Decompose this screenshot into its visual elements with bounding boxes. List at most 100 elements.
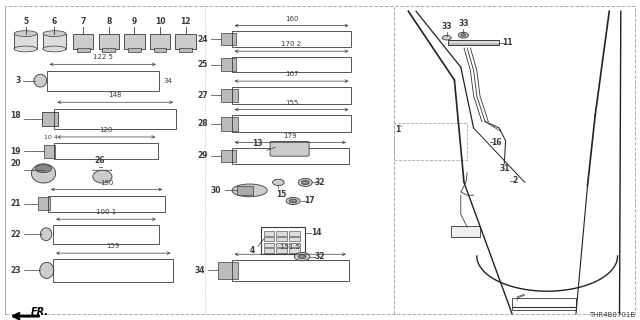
Bar [394, 123, 467, 160]
Text: 155: 155 [285, 100, 298, 106]
FancyArrowPatch shape [92, 170, 111, 171]
Text: 34: 34 [164, 78, 173, 84]
Bar [276, 248, 287, 253]
Text: FR.: FR. [31, 307, 49, 317]
Bar [218, 262, 239, 279]
Bar [221, 117, 238, 131]
Text: 33: 33 [458, 19, 468, 28]
Ellipse shape [36, 164, 52, 172]
Text: 30: 30 [211, 186, 221, 195]
Ellipse shape [232, 184, 268, 197]
Ellipse shape [40, 262, 54, 278]
Ellipse shape [298, 255, 306, 259]
Bar [54, 143, 158, 159]
Text: 15: 15 [276, 190, 287, 199]
Text: 151 5: 151 5 [280, 244, 300, 250]
Bar [264, 243, 274, 247]
Text: 120: 120 [100, 127, 113, 133]
Text: 19: 19 [11, 147, 21, 156]
Ellipse shape [298, 179, 312, 186]
FancyBboxPatch shape [270, 141, 309, 156]
Bar [48, 196, 165, 212]
Ellipse shape [458, 32, 468, 38]
Bar [448, 40, 499, 45]
Ellipse shape [273, 179, 284, 186]
Ellipse shape [14, 46, 37, 52]
Bar [47, 71, 159, 91]
Text: 7: 7 [81, 17, 86, 26]
Ellipse shape [43, 31, 66, 36]
Text: 21: 21 [11, 199, 21, 208]
Text: 122 5: 122 5 [93, 54, 113, 60]
Text: 26: 26 [95, 156, 105, 165]
Text: 150: 150 [100, 180, 113, 186]
Ellipse shape [461, 34, 466, 36]
Text: 25: 25 [198, 60, 208, 69]
Text: 11: 11 [502, 38, 513, 47]
Text: 23: 23 [11, 266, 21, 275]
Bar [232, 57, 351, 72]
Ellipse shape [31, 164, 56, 183]
Ellipse shape [14, 31, 37, 36]
Bar [276, 243, 287, 247]
Bar [99, 34, 119, 49]
Bar [232, 260, 349, 281]
Text: 33: 33 [442, 22, 452, 31]
Bar [289, 243, 300, 247]
Text: 159: 159 [107, 243, 120, 249]
Bar [232, 148, 349, 164]
Ellipse shape [286, 197, 300, 204]
Text: 32: 32 [315, 178, 325, 187]
Text: 9: 9 [132, 17, 137, 26]
Bar [43, 34, 66, 49]
Text: 34: 34 [195, 266, 205, 275]
Text: 14: 14 [311, 228, 321, 237]
Bar [289, 248, 300, 253]
Ellipse shape [442, 36, 451, 40]
Bar [42, 112, 58, 126]
Text: 28: 28 [197, 119, 208, 128]
Bar [154, 48, 166, 52]
Text: 24: 24 [198, 35, 208, 44]
Bar [38, 197, 50, 210]
Text: 4: 4 [250, 246, 255, 255]
Text: 100 1: 100 1 [96, 209, 116, 215]
Text: 10 4: 10 4 [44, 135, 57, 140]
Bar [264, 237, 274, 241]
Ellipse shape [40, 228, 52, 241]
Bar [276, 231, 287, 236]
Text: 170 2: 170 2 [282, 41, 301, 47]
Text: 27: 27 [197, 91, 208, 100]
Bar [150, 34, 170, 49]
Bar [54, 108, 176, 129]
Text: 3: 3 [16, 76, 21, 85]
Bar [264, 231, 274, 236]
Text: 13: 13 [252, 140, 262, 148]
Bar [232, 115, 351, 132]
Bar [53, 225, 159, 244]
Bar [232, 87, 351, 104]
Bar [232, 31, 351, 47]
Text: 16: 16 [492, 138, 502, 147]
Bar [237, 186, 253, 195]
Text: 31: 31 [499, 164, 509, 173]
Text: 20: 20 [11, 159, 21, 168]
Bar [53, 259, 173, 282]
Ellipse shape [294, 252, 310, 261]
Bar [221, 33, 236, 45]
Bar [221, 59, 236, 71]
Ellipse shape [93, 170, 112, 183]
Text: 29: 29 [198, 151, 208, 160]
Bar [261, 227, 305, 254]
Bar [221, 150, 236, 162]
Bar [512, 298, 576, 310]
Text: 179: 179 [284, 132, 297, 139]
Text: 17: 17 [305, 196, 316, 205]
Bar [124, 34, 145, 49]
Text: 160: 160 [285, 16, 298, 22]
Bar [264, 248, 274, 253]
Text: 12: 12 [180, 17, 191, 26]
Text: 32: 32 [315, 252, 325, 261]
Ellipse shape [43, 46, 66, 52]
Ellipse shape [34, 74, 47, 87]
